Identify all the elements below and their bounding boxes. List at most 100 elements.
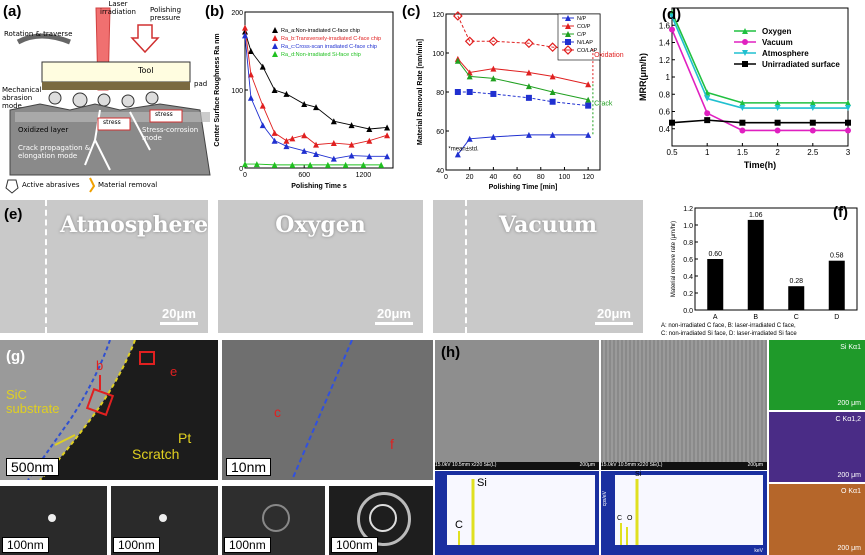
scale-label: 20μm <box>597 306 631 321</box>
data-point <box>669 13 675 20</box>
data-point <box>549 98 556 105</box>
x-tick-label: 1.5 <box>737 148 749 157</box>
schematic-a <box>5 7 211 194</box>
diffraction-ring <box>357 492 411 546</box>
y-tick-label: 100 <box>432 51 444 58</box>
scratch-label: Scratch <box>132 446 180 462</box>
data-point <box>704 117 711 124</box>
data-point <box>809 99 816 106</box>
data-point <box>466 89 473 95</box>
data-point <box>466 135 473 142</box>
data-point <box>271 161 278 168</box>
series-line <box>457 60 589 101</box>
panel-b: 0 600 1200 0 100 200 Polishing Time s Center Su… <box>203 0 400 200</box>
bar <box>828 260 845 310</box>
label-h: (h) <box>441 344 461 361</box>
label-f: (f) <box>833 204 848 221</box>
tool-label: Tool <box>138 66 154 75</box>
sic-label: SiC substrate <box>6 387 60 416</box>
legend-label: Ra_b:Transversely-irradiated C-face chip <box>281 36 381 42</box>
y-tick-label: 100 <box>231 88 243 95</box>
x-tick-label: 100 <box>559 174 571 181</box>
pad-label: pad <box>194 80 208 88</box>
map-label: Si Kα1 <box>840 344 861 351</box>
label-e: (e) <box>4 206 23 223</box>
data-point <box>490 75 497 82</box>
scale-bar: 20μm <box>375 306 413 325</box>
eds-map-si: Si Kα1 200 μm <box>769 340 865 410</box>
x-tick-label: A <box>713 314 718 321</box>
x-tick-label: 120 <box>582 174 594 181</box>
data-point <box>454 89 461 95</box>
legend-marker <box>565 39 571 45</box>
sem-image-1 <box>435 340 599 462</box>
data-point <box>585 102 592 109</box>
data-point <box>283 90 290 97</box>
stress-box-left <box>97 117 131 131</box>
data-point <box>384 132 391 139</box>
micrograph-title: Oxygen <box>275 212 366 238</box>
eds-spectrum-1-plot <box>447 475 595 545</box>
data-point <box>774 119 781 126</box>
series-line <box>671 29 848 132</box>
y-axis-label: Material remove rate (μm/hr) <box>671 221 677 297</box>
data-point <box>301 101 308 108</box>
data-point <box>466 73 473 80</box>
data-point <box>774 127 781 134</box>
data-point <box>739 127 746 134</box>
data-point <box>525 131 532 138</box>
eds-spectrum-2: Si O C cps/eV keV <box>601 471 767 555</box>
pad-layer <box>42 82 190 90</box>
data-point <box>549 73 556 80</box>
x-tick-label: 80 <box>537 174 545 181</box>
legend-marker <box>272 27 278 33</box>
eds-spectrum-1: Si C <box>435 471 599 555</box>
data-point <box>490 133 497 140</box>
crack-annotation: Crack <box>594 101 613 108</box>
legend-marker <box>565 15 571 21</box>
y-tick-label: 1.0 <box>683 223 693 230</box>
data-point <box>348 122 355 129</box>
x-tick-label: 3 <box>846 148 851 157</box>
data-point <box>247 94 254 101</box>
y-tick-label: 0.6 <box>659 108 671 117</box>
roughness-chart: 0 600 1200 0 100 200 Polishing Time s Center Su… <box>214 10 394 190</box>
panel-f: 0.0 0.2 0.4 0.6 0.8 1.0 1.2 Material remove rat… <box>655 200 865 340</box>
panel-d: 0.5 1 1.5 2 2.5 3 0.4 0.6 0.8 1 1.2 1.4 1.6 Time(h) MR… <box>638 0 865 200</box>
sem-image-2 <box>601 340 767 462</box>
tem-overview: SiC substrate Pt Scratch b e 500nm <box>0 340 218 480</box>
data-point <box>366 137 373 144</box>
legend-label: Vacuum <box>762 38 793 47</box>
legend-label: CO/P <box>577 24 591 30</box>
x-tick-label: 600 <box>298 172 310 179</box>
c-peak-label: C <box>455 519 463 531</box>
map-scale: 200 μm <box>837 545 862 552</box>
data-point <box>289 135 296 142</box>
data-point <box>342 161 349 168</box>
map-scale: 200 μm <box>837 400 862 407</box>
data-point <box>253 161 260 168</box>
y-tick-label: 1.4 <box>659 39 671 48</box>
data-point <box>366 153 373 160</box>
legend-label: N/LAP <box>577 40 593 46</box>
abrasive-legend-icon <box>5 179 19 194</box>
data-point <box>348 141 355 148</box>
data-point <box>283 137 290 144</box>
data-point <box>242 28 248 35</box>
data-point <box>490 90 497 97</box>
pressure-label: Polishing pressure <box>150 6 182 22</box>
data-point <box>585 131 592 138</box>
crack-mode-label: Crack propagation & elongation mode <box>18 144 91 160</box>
data-point <box>271 129 278 136</box>
y-tick-label: 1.6 <box>659 21 671 30</box>
micrograph-vacuum: Vacuum 20μm <box>433 200 643 333</box>
y-tick-label: 40 <box>436 168 444 175</box>
y-tick-label: 0.6 <box>683 257 693 264</box>
x-tick-label: 0 <box>243 172 247 179</box>
legend-label: Unirradiated surface <box>762 60 840 69</box>
y-tick-label: 60 <box>436 129 444 136</box>
tool-block <box>41 61 191 83</box>
data-point <box>549 89 556 95</box>
legend-label: Ra_a:Non-irradiated C-face chip <box>281 28 360 34</box>
data-point <box>454 57 461 64</box>
